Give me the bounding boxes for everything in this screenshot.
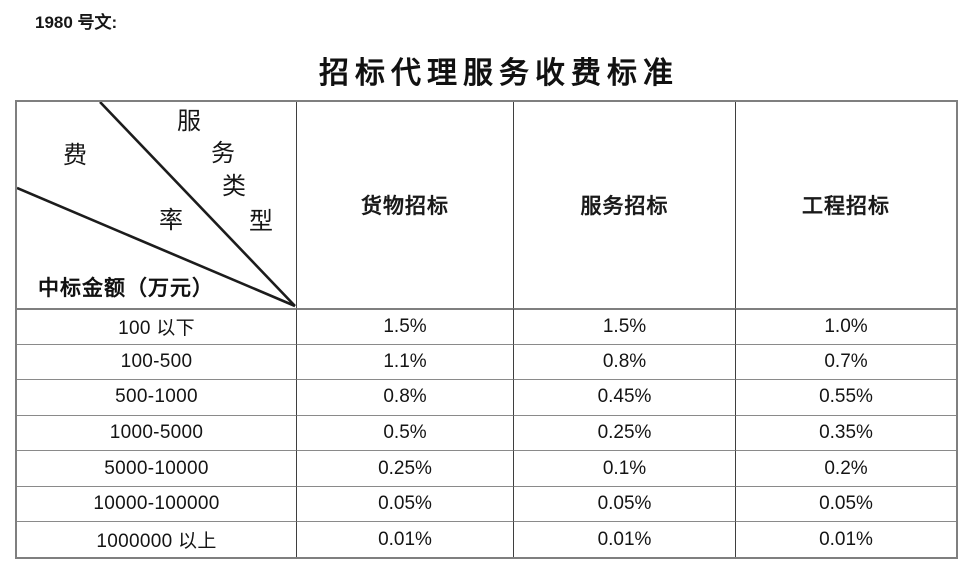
rate-goods: 0.5%	[296, 414, 513, 451]
rate-goods: 1.5%	[296, 308, 513, 344]
rate-engineering: 1.0%	[735, 308, 956, 344]
rate-engineering: 0.7%	[735, 343, 956, 380]
rate-goods: 1.1%	[296, 343, 513, 380]
fee-standard-table: 服 务 类 型 费 率 中标金额（万元） 货物招标 服务招标 工程招标 100 …	[15, 100, 958, 559]
rate-engineering: 0.01%	[735, 521, 956, 557]
rate-service: 0.45%	[513, 379, 735, 415]
rate-engineering: 0.35%	[735, 414, 956, 451]
rate-service: 0.1%	[513, 450, 735, 486]
corner-type-char-4: 型	[249, 209, 273, 235]
corner-header-cell: 服 务 类 型 费 率 中标金额（万元）	[17, 102, 296, 308]
row-range-label: 10000-100000	[17, 485, 296, 522]
row-range-label: 1000-5000	[17, 414, 296, 451]
corner-fee-char-2: 率	[159, 208, 183, 234]
corner-type-char-3: 类	[222, 174, 246, 200]
row-range-label: 1000000 以上	[17, 521, 296, 557]
corner-fee-char-1: 费	[63, 143, 87, 169]
corner-type-char-2: 务	[211, 141, 235, 167]
rate-engineering: 0.05%	[735, 485, 956, 522]
column-header-service: 服务招标	[513, 102, 735, 308]
doc-number: 1980 号文:	[35, 13, 118, 32]
rate-service: 0.01%	[513, 521, 735, 557]
rate-goods: 0.8%	[296, 379, 513, 415]
column-header-goods: 货物招标	[296, 102, 513, 308]
row-range-label: 500-1000	[17, 379, 296, 415]
corner-amount-label: 中标金额（万元）	[38, 276, 214, 300]
row-range-label: 100-500	[17, 343, 296, 380]
rate-engineering: 0.55%	[735, 379, 956, 415]
rate-service: 0.05%	[513, 485, 735, 522]
rate-goods: 0.01%	[296, 521, 513, 557]
rate-service: 0.25%	[513, 414, 735, 451]
column-header-engineering: 工程招标	[735, 102, 956, 308]
diagonal-lines	[17, 102, 296, 308]
page-title: 招标代理服务收费标准	[319, 57, 679, 90]
rate-service: 0.8%	[513, 343, 735, 380]
rate-service: 1.5%	[513, 308, 735, 344]
corner-type-char-1: 服	[177, 109, 201, 135]
rate-engineering: 0.2%	[735, 450, 956, 486]
rate-goods: 0.05%	[296, 485, 513, 522]
row-range-label: 100 以下	[17, 308, 296, 344]
row-range-label: 5000-10000	[17, 450, 296, 486]
rate-goods: 0.25%	[296, 450, 513, 486]
